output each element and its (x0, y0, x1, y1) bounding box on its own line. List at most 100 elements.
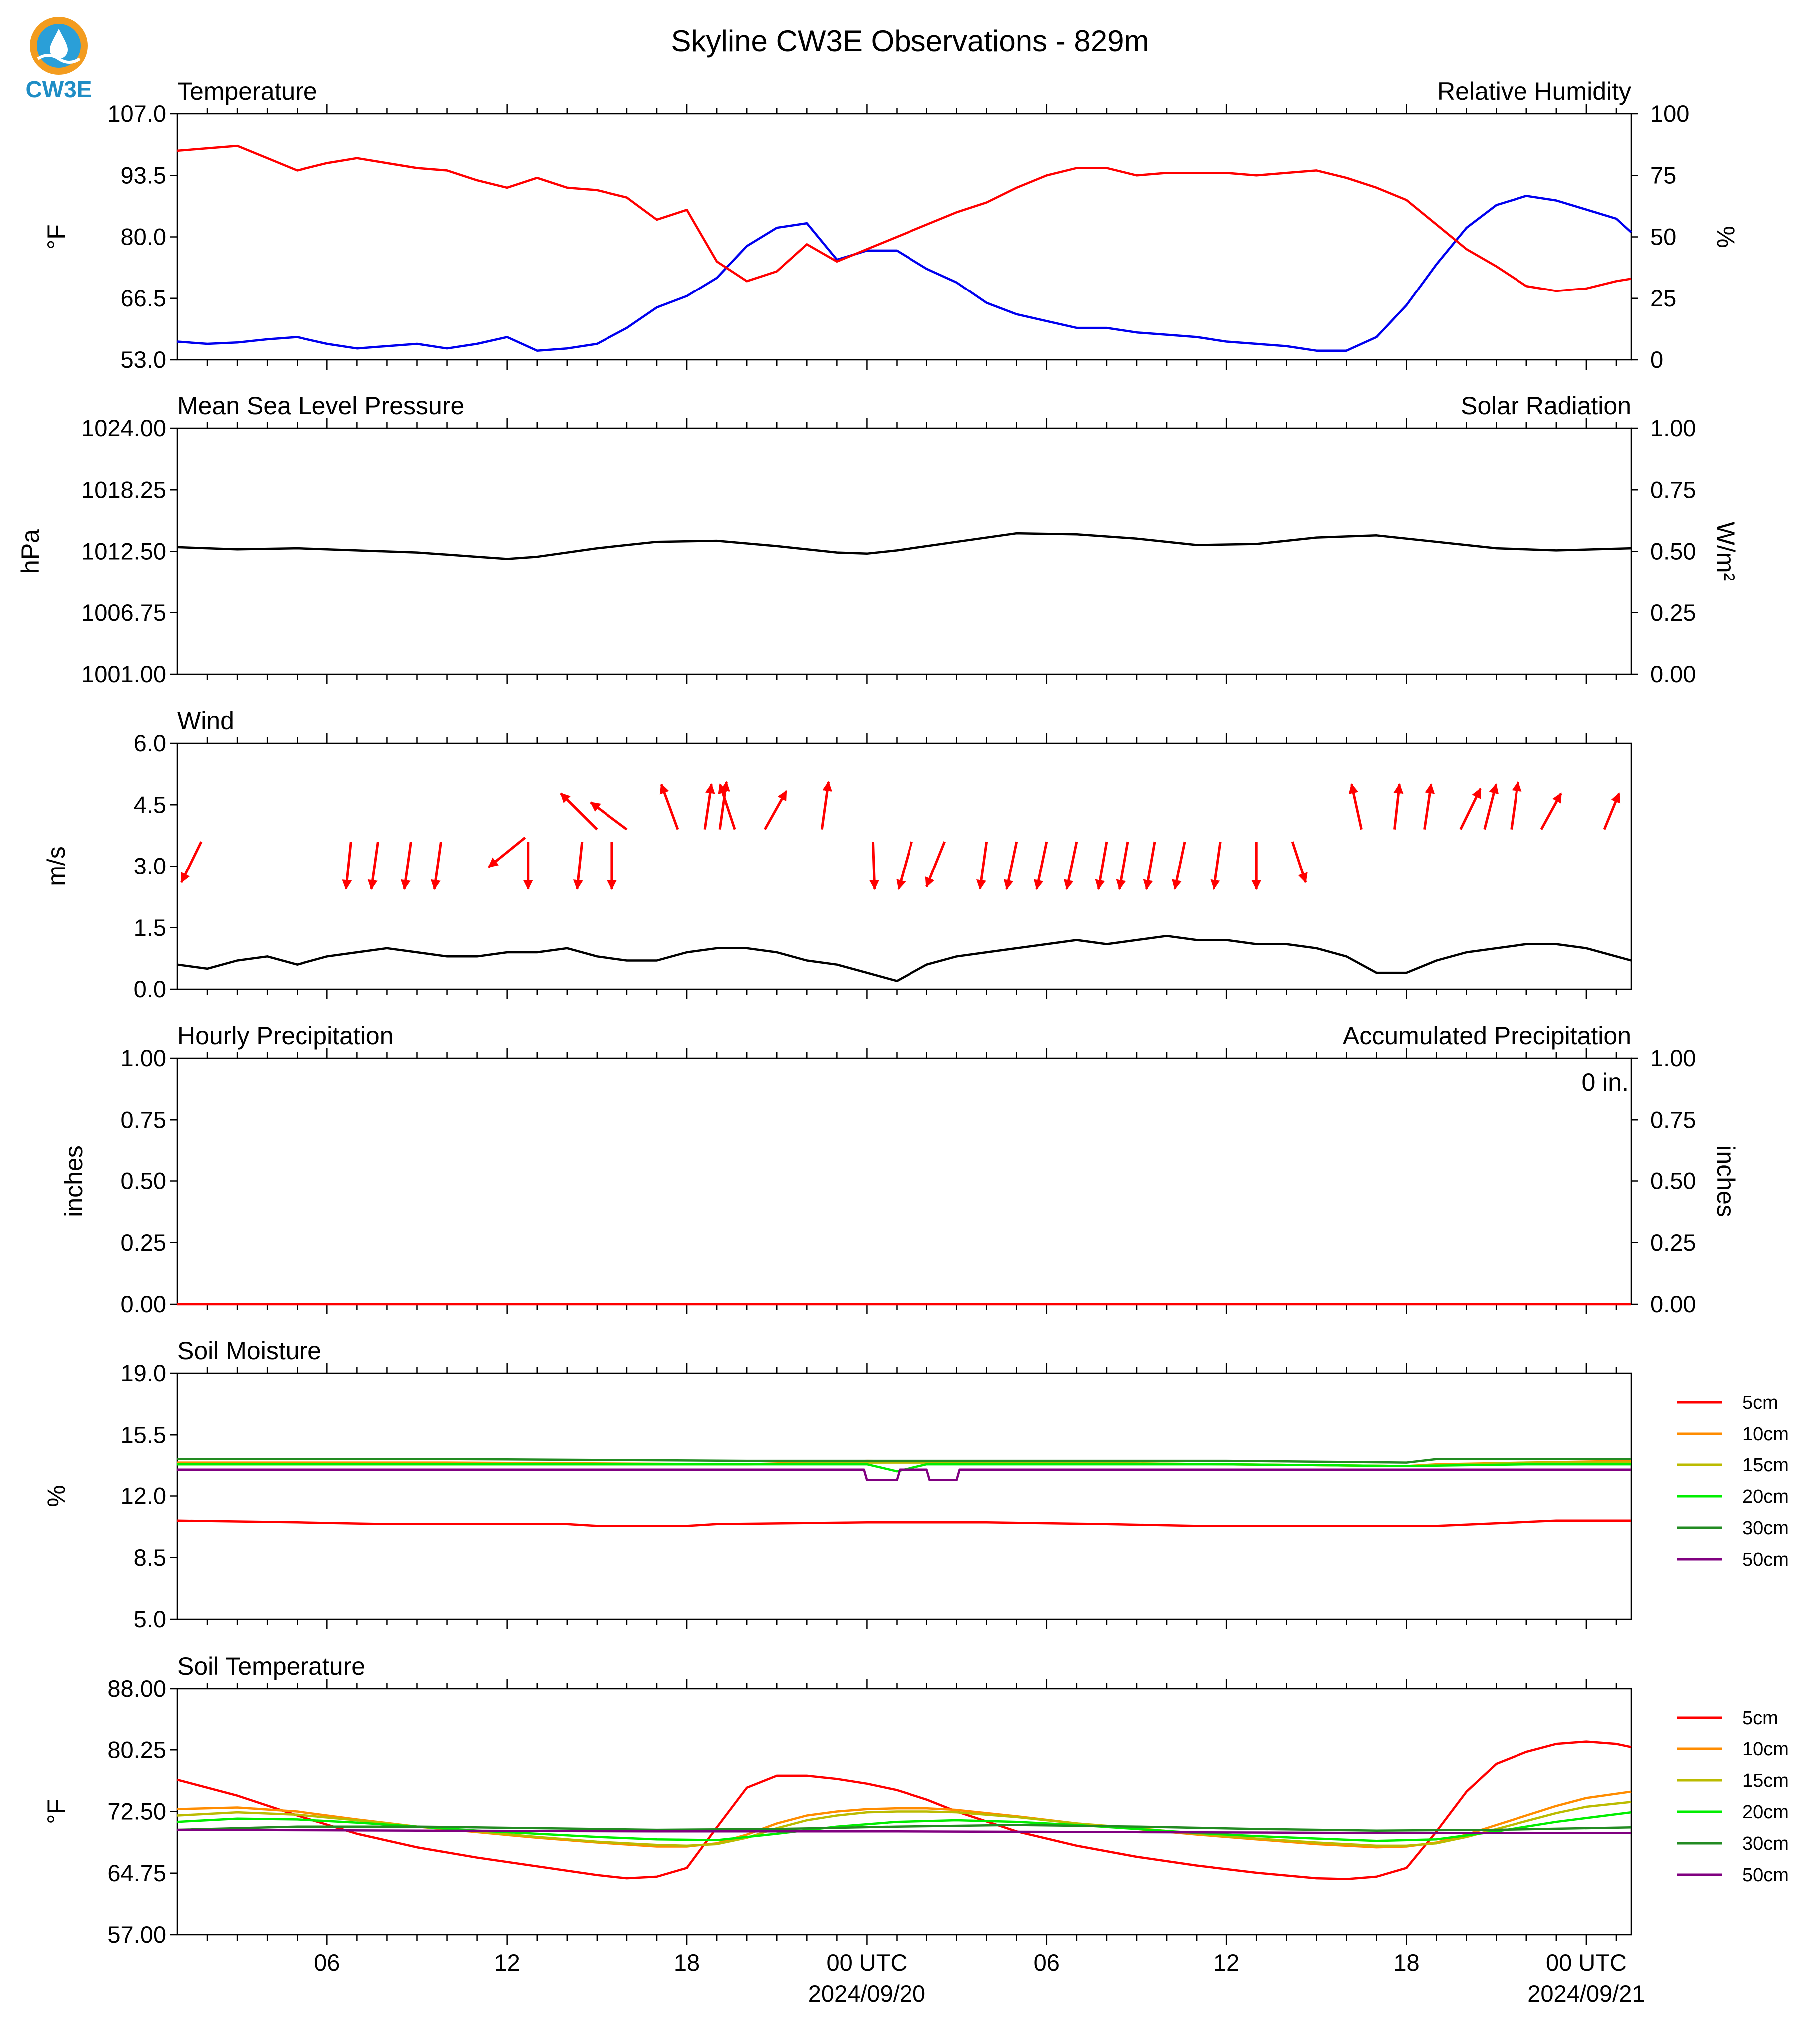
panels: Temperature Relative Humidity 53.0 66.5 80.0… (16, 77, 1789, 2007)
xtick-label: 18 (1393, 1949, 1419, 1976)
ytick-label: 64.75 (107, 1860, 166, 1886)
ytick-label: 107.0 (107, 100, 166, 127)
legend-label: 10cm (1742, 1739, 1789, 1760)
wind-arrow (1210, 841, 1222, 890)
wind-arrow (488, 837, 526, 868)
wind-arrow (1172, 841, 1186, 890)
ytick-label: 5.0 (134, 1606, 166, 1632)
ytick-right-label: 0.25 (1650, 599, 1696, 626)
wind-arrow (764, 790, 788, 830)
ylabel: m/s (42, 846, 70, 886)
legend-label: 5cm (1742, 1708, 1778, 1729)
ytick-right-label: 0.75 (1650, 476, 1696, 503)
legend-label: 50cm (1742, 1549, 1789, 1570)
ytick-right-label: 1.00 (1650, 1045, 1696, 1071)
ylabel: inches (60, 1145, 88, 1217)
xtick-label: 06 (314, 1949, 340, 1976)
ylabel-right: W/m² (1712, 522, 1740, 581)
series-line-5cm (177, 1519, 1631, 1527)
series-line-30cm (177, 1824, 1632, 1832)
wind-arrow (590, 801, 628, 831)
wind-arrow (718, 781, 730, 830)
wind-arrow (1063, 841, 1078, 890)
ytick-label: 0.0 (134, 976, 166, 1002)
panel-title: Wind (177, 707, 234, 735)
wind-arrow (1459, 788, 1482, 830)
xtick-label: 12 (1213, 1949, 1239, 1976)
wind-arrow (718, 783, 736, 830)
ytick-right-label: 100 (1650, 100, 1689, 127)
wind-arrow (430, 841, 443, 890)
series-line-relative-humidity (177, 144, 1632, 292)
ytick-label: 12.0 (121, 1483, 166, 1509)
ylabel: hPa (16, 529, 44, 574)
wind-arrow (976, 841, 988, 890)
wind-arrow (1291, 841, 1308, 883)
series-line-5cm (177, 1740, 1632, 1880)
ytick-label: 0.50 (121, 1168, 166, 1194)
ytick-right-label: 0 (1650, 346, 1663, 373)
legend-label: 30cm (1742, 1518, 1789, 1539)
wind-arrow (180, 841, 203, 883)
panel-title: Soil Temperature (177, 1652, 365, 1680)
ytick-label: 66.5 (121, 285, 166, 311)
legend-label: 50cm (1742, 1865, 1789, 1886)
wind-arrow (1095, 841, 1108, 890)
ytick-right-label: 75 (1650, 162, 1676, 188)
series-line-30cm (177, 1458, 1631, 1464)
accum-annotation: 0 in. (1581, 1068, 1629, 1096)
ytick-label: 8.5 (134, 1544, 166, 1571)
wind-arrow (1033, 841, 1048, 890)
ylabel-right: % (1712, 226, 1740, 248)
xtick-date-label: 2024/09/21 (1527, 1980, 1645, 2007)
ylabel: % (42, 1485, 70, 1507)
panel-title: Soil Moisture (177, 1337, 321, 1365)
legend-label: 20cm (1742, 1486, 1789, 1507)
wind-arrow (560, 792, 598, 831)
wind-arrow (1423, 783, 1435, 830)
legend-label: 15cm (1742, 1455, 1789, 1476)
ytick-label: 0.25 (121, 1229, 166, 1256)
panel-5: Soil Moisture 5.0 8.5 12.0 15.5 19.0% 5cm 10cm 1… (42, 1337, 1789, 1632)
ytick-right-label: 0.00 (1650, 661, 1696, 687)
ytick-label: 72.50 (107, 1798, 166, 1825)
ytick-label: 1001.00 (81, 661, 166, 687)
xtick-label: 06 (1034, 1949, 1060, 1976)
ylabel: °F (42, 224, 70, 250)
ytick-label: 19.0 (121, 1360, 166, 1386)
ytick-label: 0.75 (121, 1106, 166, 1133)
ytick-right-label: 0.00 (1650, 1291, 1696, 1317)
ytick-right-label: 50 (1650, 224, 1676, 250)
series-line-mean-sea-level-pressure (177, 532, 1632, 560)
wind-arrow (869, 842, 880, 890)
xtick-label: 18 (674, 1949, 700, 1976)
ytick-right-label: 1.00 (1650, 415, 1696, 441)
ytick-label: 1024.00 (81, 415, 166, 441)
wind-arrow (1348, 783, 1363, 830)
ytick-right-label: 25 (1650, 285, 1676, 311)
wind-arrow (1510, 781, 1522, 830)
ytick-right-label: 0.75 (1650, 1106, 1696, 1133)
wind-arrow (820, 781, 832, 830)
xtick-date-label: 2024/09/20 (808, 1980, 925, 2007)
panel-2: Mean Sea Level Pressure Solar Radiation 10… (16, 392, 1740, 687)
ytick-label: 88.00 (107, 1675, 166, 1702)
logo-text: CW3E (26, 76, 92, 102)
series-line-50cm (177, 1828, 1631, 1834)
ytick-label: 80.0 (121, 224, 166, 250)
wind-arrow (1483, 783, 1499, 830)
logo-wave-icon (37, 54, 81, 64)
ytick-label: 1.00 (121, 1045, 166, 1071)
panel-3: Wind 0.0 1.5 3.0 4.5 6.0 m/s (42, 707, 1632, 1002)
ytick-right-label: 0.50 (1650, 1168, 1696, 1194)
cw3e-logo: CW3E (26, 17, 92, 102)
ytick-label: 93.5 (121, 162, 166, 188)
ytick-label: 3.0 (134, 853, 166, 879)
panel-frame (176, 1372, 1632, 1620)
ytick-right-label: 0.25 (1650, 1229, 1696, 1256)
wind-arrow (1393, 783, 1404, 830)
ytick-right-label: 0.50 (1650, 538, 1696, 565)
legend-label: 5cm (1742, 1392, 1778, 1413)
xtick-label: 12 (494, 1949, 520, 1976)
wind-arrow (659, 783, 679, 830)
